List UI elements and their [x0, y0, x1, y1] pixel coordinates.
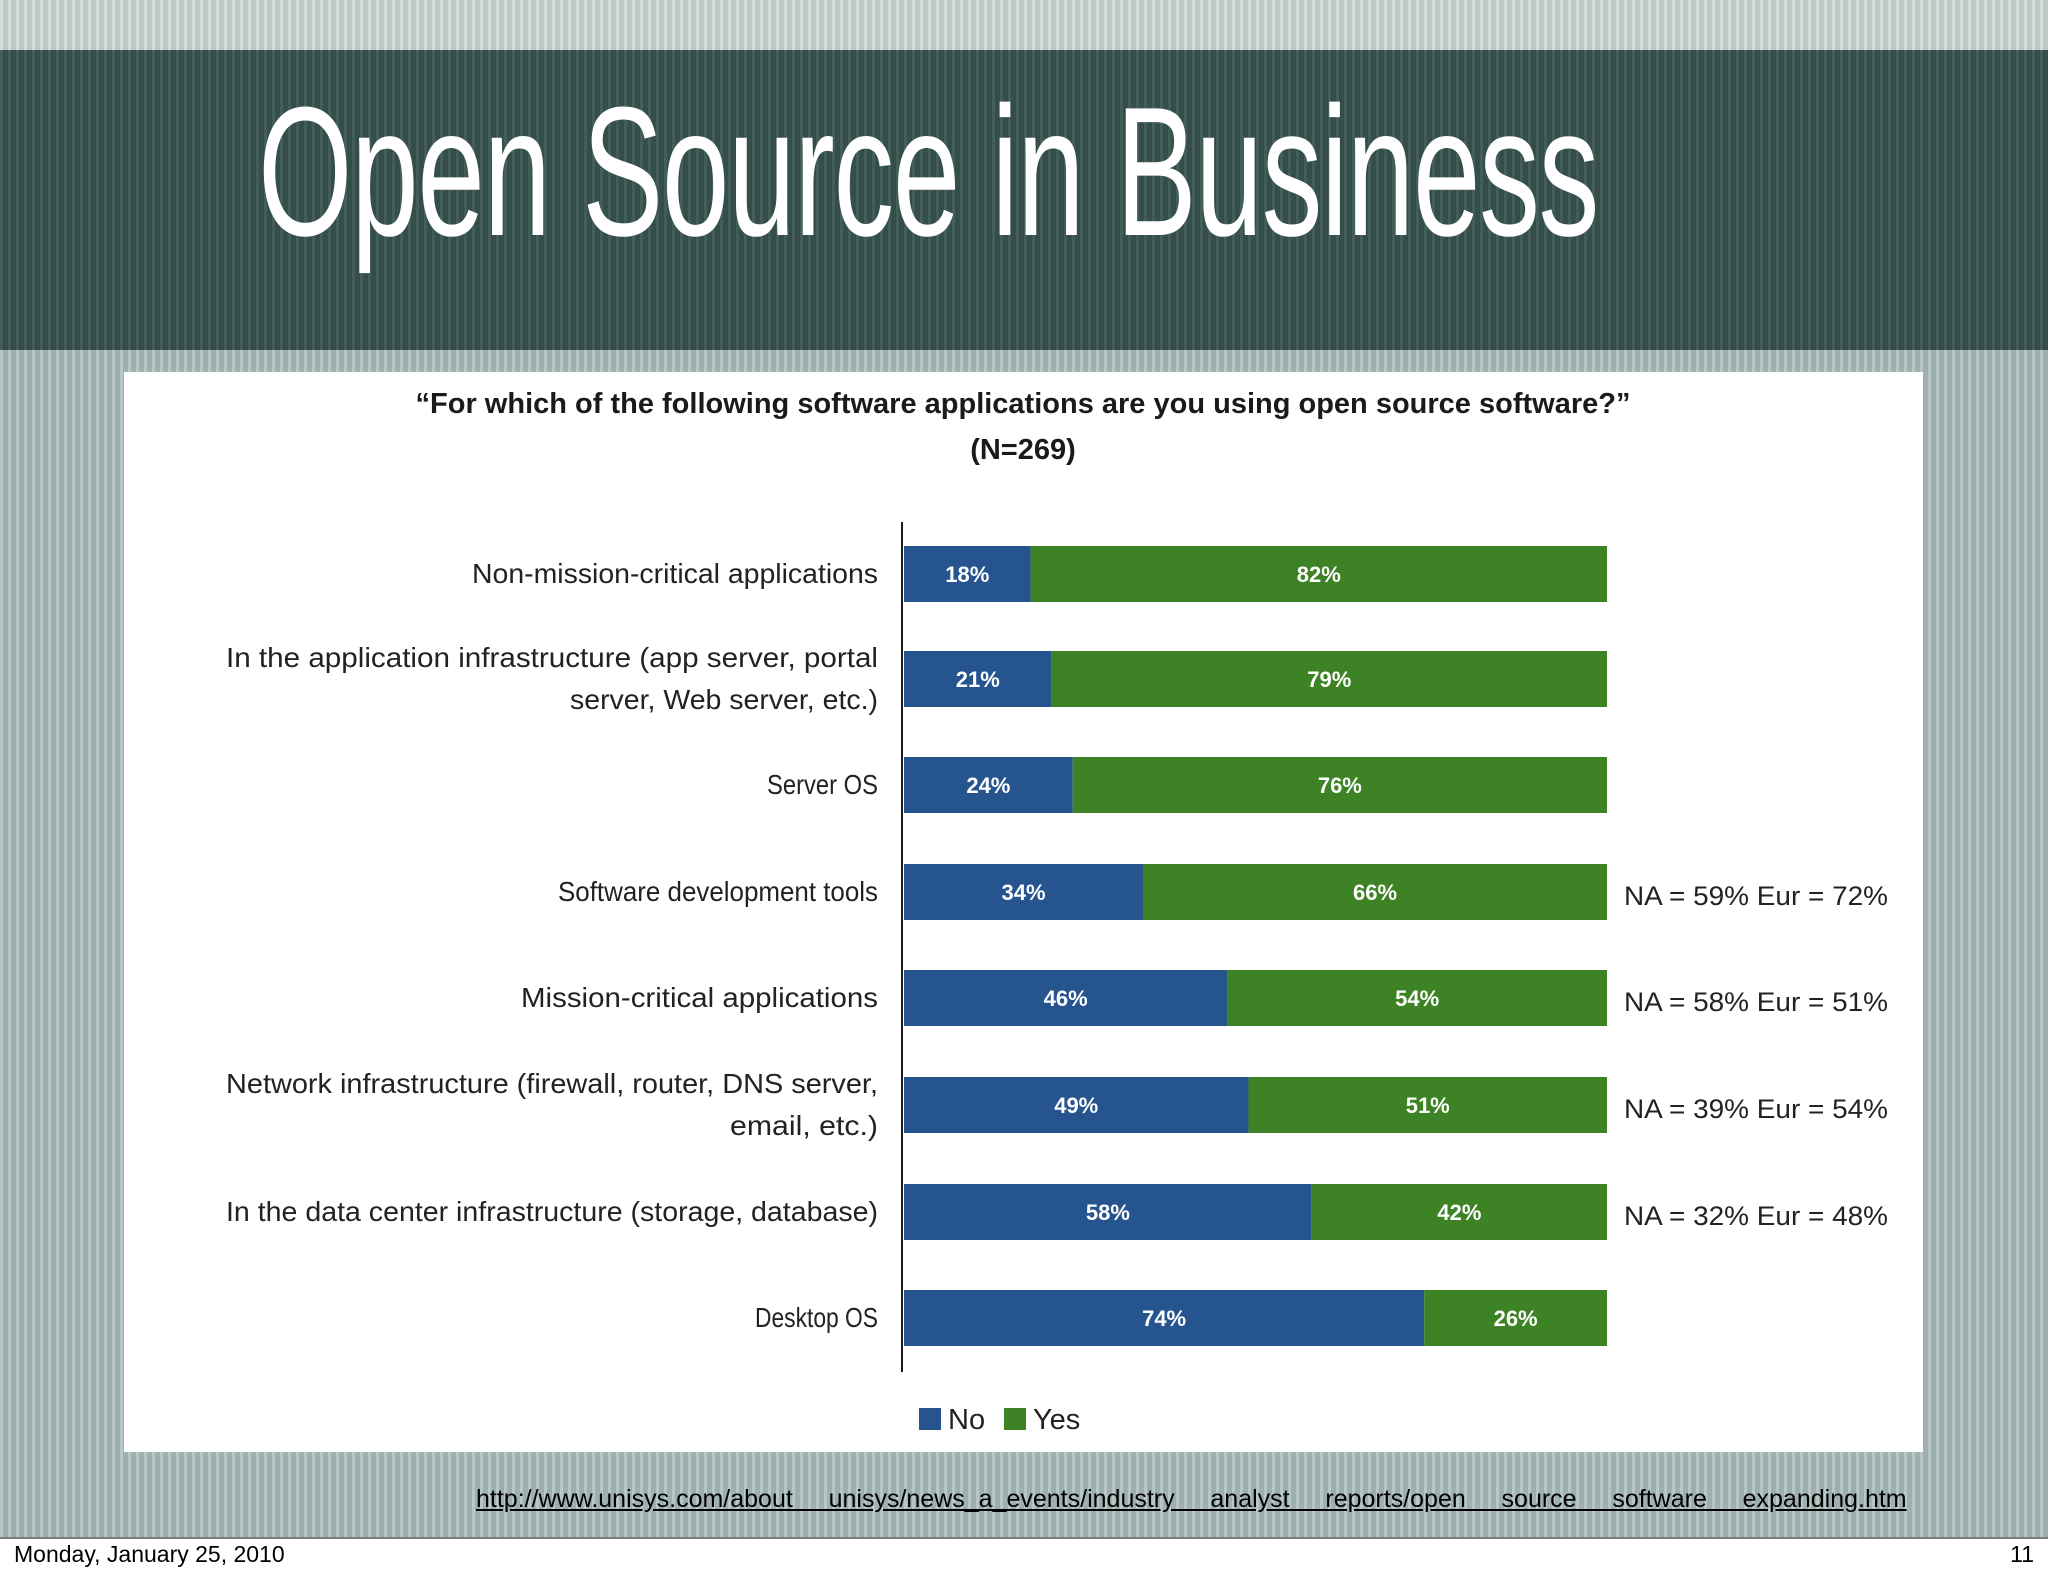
annotation-label: NA = 32% Eur = 48% — [1624, 1201, 1888, 1231]
bar-no — [904, 546, 1031, 602]
category-label: Server OS — [767, 769, 878, 800]
bar-no — [904, 757, 1073, 813]
bar-no — [904, 1184, 1312, 1240]
category-label: email, etc.) — [730, 1110, 878, 1141]
data-label-yes: 82% — [1297, 562, 1341, 587]
bar-no — [904, 970, 1228, 1026]
stacked-bar-chart: “For which of the following software app… — [226, 388, 1888, 1436]
bar-yes — [1030, 546, 1607, 602]
slide-background: Open Source in Business “For which of th… — [0, 0, 2048, 1537]
bar-no — [904, 1077, 1249, 1133]
data-label-no: 18% — [945, 562, 989, 587]
bar-yes — [1072, 757, 1607, 813]
data-label-no: 21% — [956, 667, 1000, 692]
footer-rule — [0, 1537, 2048, 1539]
data-label-yes: 66% — [1353, 880, 1397, 905]
data-label-no: 58% — [1086, 1200, 1130, 1225]
annotation-label: NA = 59% Eur = 72% — [1624, 881, 1888, 911]
annotation-label: NA = 39% Eur = 54% — [1624, 1094, 1888, 1124]
bar-yes — [1143, 864, 1607, 920]
legend-swatch-no — [919, 1408, 941, 1430]
legend-label-yes: Yes — [1033, 1404, 1080, 1436]
footer-date: Monday, January 25, 2010 — [14, 1541, 285, 1567]
data-label-yes: 76% — [1318, 773, 1362, 798]
data-label-no: 49% — [1054, 1093, 1098, 1118]
data-label-no: 34% — [1001, 880, 1045, 905]
data-label-no: 24% — [966, 773, 1010, 798]
category-label: Desktop OS — [755, 1302, 878, 1333]
data-label-yes: 79% — [1307, 667, 1351, 692]
footer-page-number: 11 — [2010, 1541, 2034, 1567]
bar-no — [904, 1290, 1425, 1346]
category-label: In the data center infrastructure (stora… — [226, 1196, 878, 1227]
data-label-yes: 54% — [1395, 986, 1439, 1011]
bar-no — [904, 651, 1052, 707]
bar-yes — [1248, 1077, 1607, 1133]
category-label: Non-mission-critical applications — [472, 558, 878, 589]
bar-yes — [1227, 970, 1607, 1026]
category-label: Mission-critical applications — [521, 982, 878, 1013]
category-label: Network infrastructure (firewall, router… — [226, 1068, 878, 1099]
slide-title: Open Source in Business — [258, 68, 1599, 274]
title-banner — [0, 50, 2048, 350]
bar-yes — [1424, 1290, 1607, 1346]
data-label-yes: 26% — [1494, 1306, 1538, 1331]
chart-title: “For which of the following software app… — [416, 388, 1631, 420]
category-label: In the application infrastructure (app s… — [226, 642, 878, 673]
chart-subtitle: (N=269) — [970, 434, 1076, 466]
data-label-yes: 42% — [1437, 1200, 1481, 1225]
chart-panel: “For which of the following software app… — [124, 372, 1923, 1452]
top-strip — [0, 0, 2048, 50]
bar-yes — [1311, 1184, 1607, 1240]
source-link[interactable]: http://www.unisys.com/about unisys/news_… — [476, 1485, 1907, 1513]
legend-swatch-yes — [1004, 1408, 1026, 1430]
data-label-no: 74% — [1142, 1306, 1186, 1331]
data-label-no: 46% — [1044, 986, 1088, 1011]
category-label: server, Web server, etc.) — [570, 684, 878, 715]
bar-no — [904, 864, 1144, 920]
legend-label-no: No — [948, 1404, 985, 1436]
data-label-yes: 51% — [1406, 1093, 1450, 1118]
annotation-label: NA = 58% Eur = 51% — [1624, 987, 1888, 1017]
category-label: Software development tools — [558, 876, 878, 907]
bar-yes — [1051, 651, 1607, 707]
